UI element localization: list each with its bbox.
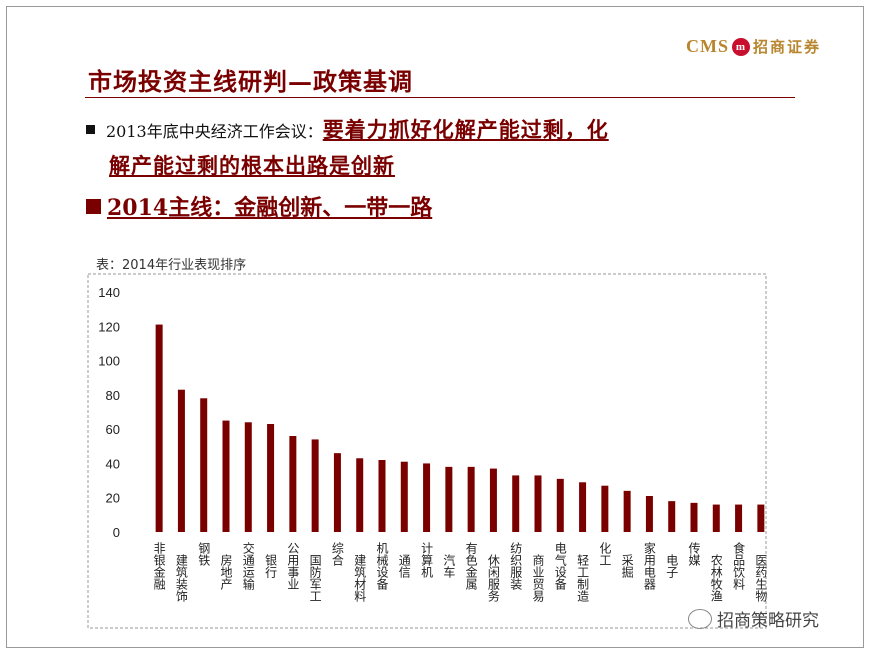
industry-ranking-chart: 0 20 40 60 80 100 120 140 非银金融 建筑装饰 钢铁 房地产 交通运输 银行 公用… xyxy=(87,273,768,629)
chart-frame xyxy=(87,273,767,629)
y-tick-label: 40 xyxy=(106,456,120,471)
bar-采掘 xyxy=(623,490,631,532)
bar-综合 xyxy=(333,453,341,532)
bullet-2-text: 2014主线：金融创新、一带一路 xyxy=(107,195,433,221)
x-tick-label: 汽车 xyxy=(442,553,456,579)
logo-name: 招商证券 xyxy=(753,40,822,56)
bullet-1-lead: 2013年底中央经济工作会议： xyxy=(106,122,323,141)
bullet-square-icon xyxy=(86,199,101,214)
bar-电气设备 xyxy=(556,478,564,532)
x-tick-label: 房地产 xyxy=(219,553,233,591)
bar-房地产 xyxy=(222,420,230,532)
bar-电子 xyxy=(668,501,676,532)
bar-通信 xyxy=(400,461,408,532)
bar-纺织服装 xyxy=(512,475,520,532)
bullet-1: 2013年底中央经济工作会议：要着力抓好化解产能过剩，化 解产能过剩的根本出路是… xyxy=(86,114,786,180)
y-tick-label: 0 xyxy=(113,525,120,540)
x-tick-label: 纺织服装 xyxy=(509,542,523,591)
chart-caption: 表：2014年行业表现排序 xyxy=(96,258,247,273)
wechat-icon xyxy=(688,609,712,629)
bullet-1-highlight-1: 要着力抓好化解产能过剩，化 xyxy=(322,117,609,142)
bar-银行 xyxy=(267,424,275,532)
y-axis: 0 20 40 60 80 100 120 140 xyxy=(98,285,120,540)
x-tick-label: 农林牧渔 xyxy=(709,554,723,602)
x-tick-label: 国防军工 xyxy=(308,554,322,602)
x-tick-label: 非银金融 xyxy=(152,542,166,591)
y-tick-label: 140 xyxy=(98,285,120,300)
x-tick-label: 电气设备 xyxy=(553,542,567,591)
x-tick-label: 化工 xyxy=(598,542,612,566)
logo-brand: CMS xyxy=(686,36,729,56)
x-tick-label: 机械设备 xyxy=(375,542,389,591)
watermark-text: 招商策略研究 xyxy=(717,611,819,631)
x-tick-label: 电子 xyxy=(665,554,679,578)
x-tick-label: 计算机 xyxy=(420,542,434,578)
y-tick-label: 120 xyxy=(98,319,120,334)
bullet-square-icon xyxy=(86,125,95,134)
bar-钢铁 xyxy=(200,398,208,532)
cms-logo: CMS m 招商证券 xyxy=(686,36,821,57)
x-tick-label: 有色金属 xyxy=(464,542,478,591)
watermark: 招商策略研究 xyxy=(688,606,819,631)
x-tick-label: 医药生物 xyxy=(754,554,768,602)
bar-series xyxy=(155,324,765,532)
x-tick-label: 建筑材料 xyxy=(353,554,367,602)
bar-机械设备 xyxy=(378,460,386,532)
bullet-2: 2014主线：金融创新、一带一路 xyxy=(86,190,432,222)
slide-frame xyxy=(6,6,864,648)
bar-计算机 xyxy=(423,463,431,532)
bar-农林牧渔 xyxy=(712,504,720,532)
bar-食品饮料 xyxy=(735,504,743,532)
x-tick-label: 交通运输 xyxy=(241,541,255,591)
x-tick-label: 食品饮料 xyxy=(732,541,746,590)
y-tick-label: 60 xyxy=(106,422,120,437)
bar-建筑装饰 xyxy=(177,389,185,532)
bar-轻工制造 xyxy=(579,482,587,532)
x-tick-label: 通信 xyxy=(397,554,411,579)
x-tick-label: 传媒 xyxy=(687,541,701,566)
x-tick-label: 综合 xyxy=(330,542,344,566)
logo-badge-icon: m xyxy=(732,38,750,56)
x-tick-label: 休闲服务 xyxy=(486,554,500,602)
x-tick-label: 公用事业 xyxy=(286,542,300,590)
bar-休闲服务 xyxy=(489,468,497,532)
x-tick-label: 采掘 xyxy=(620,554,634,579)
bar-医药生物 xyxy=(757,504,765,532)
bar-建筑材料 xyxy=(356,458,364,532)
bar-家用电器 xyxy=(645,496,653,532)
bar-交通运输 xyxy=(244,422,252,532)
y-tick-label: 100 xyxy=(98,354,120,369)
bar-非银金融 xyxy=(155,324,163,532)
x-axis-labels: 非银金融 建筑装饰 钢铁 房地产 交通运输 银行 公用事业 国防军工 综合 建筑材料 机械设备 通信计… xyxy=(152,541,768,603)
y-tick-label: 20 xyxy=(106,491,120,506)
bar-汽车 xyxy=(445,466,453,532)
x-tick-label: 商业贸易 xyxy=(531,553,545,603)
bar-传媒 xyxy=(690,502,698,532)
title-divider xyxy=(85,97,795,98)
bar-国防军工 xyxy=(311,439,319,532)
x-tick-label: 银行 xyxy=(264,554,278,578)
x-tick-label: 钢铁 xyxy=(197,542,211,566)
x-tick-label: 家用电器 xyxy=(642,541,656,591)
bar-商业贸易 xyxy=(534,475,542,532)
bullet-1-highlight-2: 解产能过剩的根本出路是创新 xyxy=(109,153,395,178)
bar-有色金属 xyxy=(467,466,475,532)
page-title: 市场投资主线研判—政策基调 xyxy=(88,67,413,96)
bar-公用事业 xyxy=(289,436,297,532)
x-tick-label: 建筑装饰 xyxy=(174,554,188,602)
y-tick-label: 80 xyxy=(106,388,120,403)
x-tick-label: 轻工制造 xyxy=(576,554,590,602)
bar-化工 xyxy=(601,485,609,532)
